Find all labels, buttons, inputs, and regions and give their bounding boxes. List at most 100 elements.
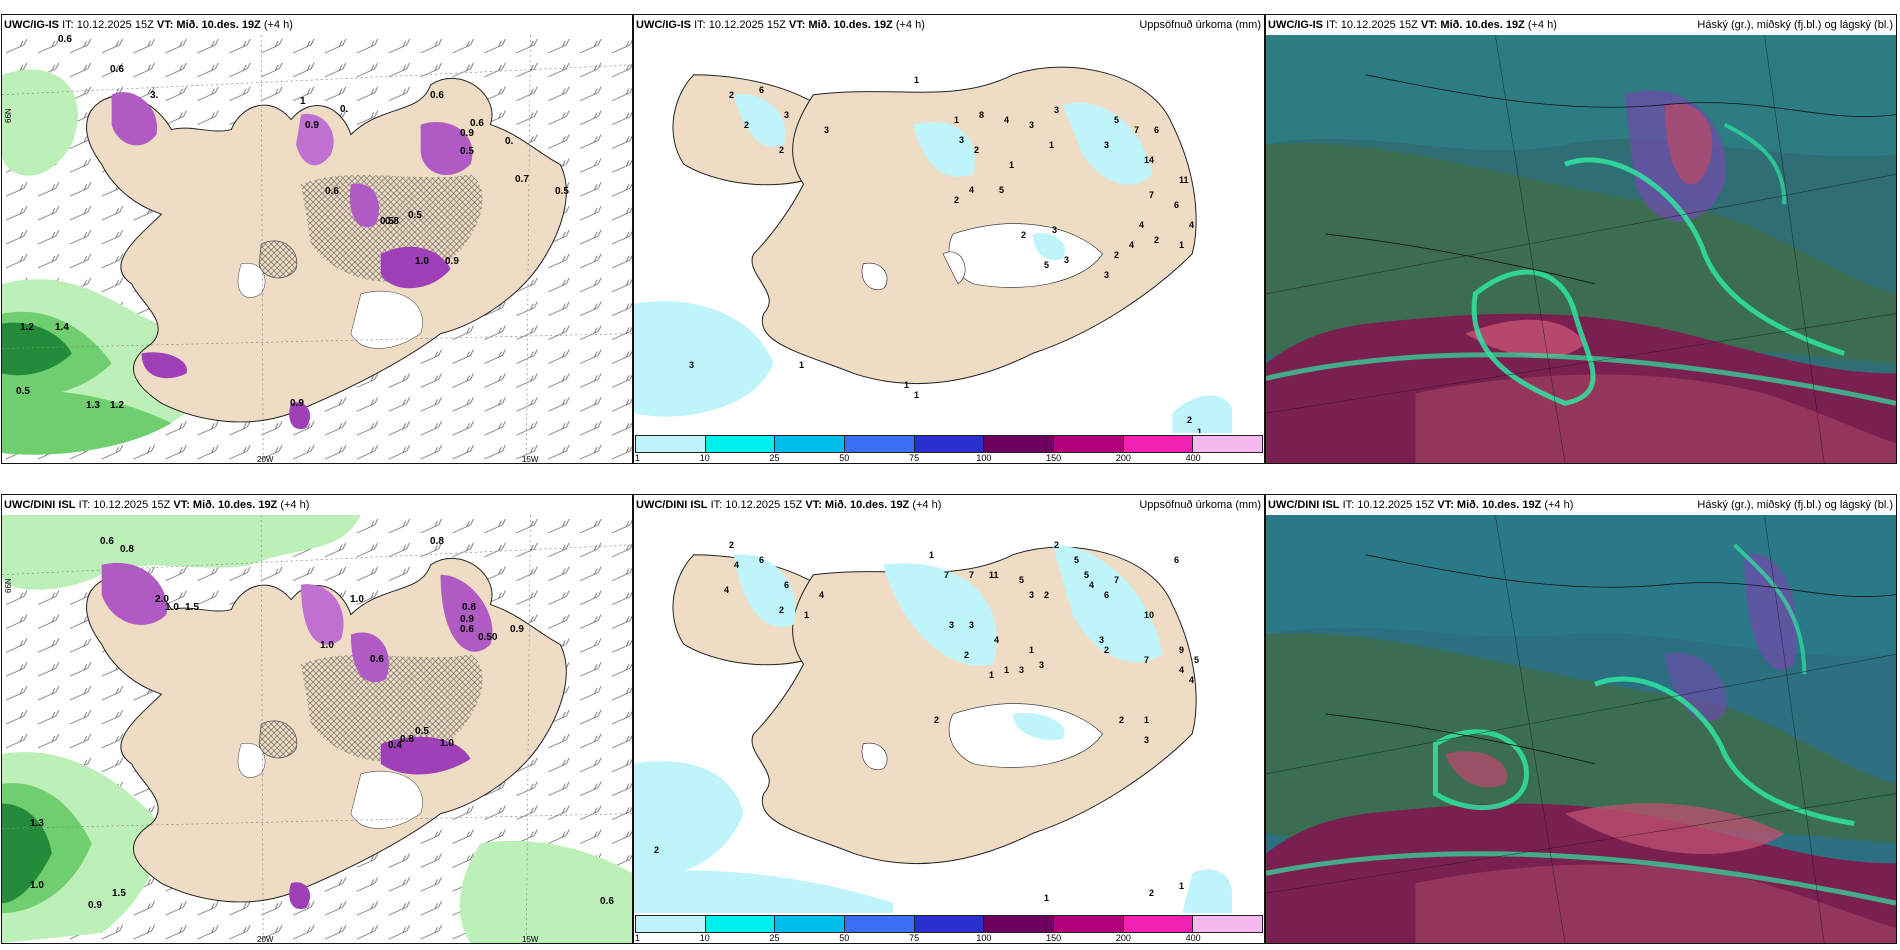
colorbar-swatch [1054,436,1124,452]
low-cloud-contour [1471,269,1596,406]
precip-area [913,122,975,177]
snow-amount-label: 0.9 [460,128,474,139]
snow-area [111,92,158,146]
precip-value: 6 [1154,125,1160,135]
snow-amount-label: 0.5 [555,186,569,197]
lead-time: (+4 h) [263,19,293,31]
glacier [948,703,1103,768]
precip-value: 3 [1029,590,1035,600]
map-panel-r2-wind: UWC/DINI ISL IT: 10.12.2025 15Z VT: Mið.… [1,494,633,944]
snow-amount-label: 0.6 [370,654,384,665]
snow-amount-label: 0.5 [408,210,422,221]
mid-cloud [1664,652,1727,722]
precip-value: 10 [1144,610,1155,620]
snow-amount-label: 0.9 [510,624,524,635]
coastline [1325,233,1596,285]
precip-value: 1 [1029,645,1035,655]
snow-amount-label: 0.8 [430,536,444,547]
colorbar-tick: 1 [635,453,641,463]
grid-line [1266,174,1896,414]
precip-value: 2 [1114,250,1120,260]
snow-area [440,574,493,652]
precip-value: 1 [1144,715,1150,725]
snow-amount-label: 1.2 [110,400,124,411]
precip-value: 1 [914,390,920,400]
colorbar-swatch [1193,436,1263,452]
precip-value: 1 [1049,140,1055,150]
glacier [861,742,888,770]
precip-value: 4 [819,590,825,600]
precip-value: 1 [1009,160,1015,170]
snow-amount-label: 1.0 [165,602,179,613]
colorbar-tick: 10 [699,933,710,943]
colorbar-tick: 25 [769,933,780,943]
model-name: UWC/IG-IS [4,19,59,31]
cloud-layer [1266,633,1896,852]
snow-amount-label: 0.5 [415,726,429,737]
colorbar-tick: 50 [839,933,850,943]
precip-value: 3 [824,125,830,135]
precip-area [634,761,744,876]
valid-time: VT: Mið. 10.des. 19Z [1437,499,1542,511]
map-panel-r2-precip: UWC/DINI ISL IT: 10.12.2025 15Z VT: Mið.… [633,494,1265,944]
precip-value: 2 [1044,590,1050,600]
precip-value: 5 [1114,115,1120,125]
precip-area [2,69,78,176]
snow-area [380,736,471,775]
glacier [237,262,266,298]
grid-line [1494,515,1825,943]
colorbar-tick: 10 [699,453,710,463]
precip-value: 5 [1074,555,1080,565]
glacier [942,251,966,285]
snow-amount-label: 0.5 [16,386,30,397]
issue-time: IT: 10.12.2025 15Z [694,19,786,31]
snow-area [349,183,379,228]
precip-value: 5 [1044,260,1050,270]
precip-value: 11 [1179,175,1189,185]
lead-time: (+4 h) [895,19,925,31]
snow-area [301,584,344,645]
precip-area [634,301,774,417]
precip-value: 1 [1179,240,1185,250]
map-canvas [634,35,1264,433]
snow-amount-label: 0. [340,104,349,115]
colorbar-tick: 200 [1115,933,1131,943]
precip-value: 3 [1104,140,1110,150]
precip-area [2,322,72,376]
precip-value: 7 [1134,125,1140,135]
glacier [350,290,423,349]
precip-value: 8 [979,110,985,120]
precip-value: 7 [944,570,950,580]
valid-time: VT: Mið. 10.des. 19Z [788,19,893,31]
precip-value: 2 [1021,230,1027,240]
snow-amount-label: 1.2 [20,322,34,333]
snow-amount-label: 1.0 [320,640,334,651]
precip-area [1032,233,1066,261]
snow-amount-label: 0.5 [460,146,474,157]
colorbar-swatch [984,916,1055,932]
precip-value: 14 [1144,155,1155,165]
precip-value: 3 [1019,665,1025,675]
precip-value: 4 [1004,115,1010,125]
precip-value: 3 [959,135,965,145]
snow-amount-label: 0.6 [460,624,474,635]
precip-value: 4 [1129,240,1135,250]
low-cloud-contour [1266,851,1896,906]
lead-time: (+4 h) [280,499,310,511]
precip-map-svg [634,515,1264,913]
snow-amount-label: 0.9 [460,614,474,625]
colorbar-tick: 400 [1185,933,1201,943]
precip-value: 1 [904,380,910,390]
precip-value: 7 [1149,190,1155,200]
precip-value: 9 [1179,645,1185,655]
colorbar-tick: 50 [839,453,850,463]
snow-hatch [258,720,298,759]
cloud-map-svg [1266,515,1896,943]
map-panel-r1-wind: UWC/IG-IS IT: 10.12.2025 15Z VT: Mið. 10… [1,14,633,464]
colorbar-swatches [635,435,1263,453]
snow-area [420,121,473,175]
map-canvas [2,35,632,463]
snow-amount-label: 0.8 [385,216,399,227]
precip-area [634,870,894,913]
precip-value: 6 [759,85,765,95]
